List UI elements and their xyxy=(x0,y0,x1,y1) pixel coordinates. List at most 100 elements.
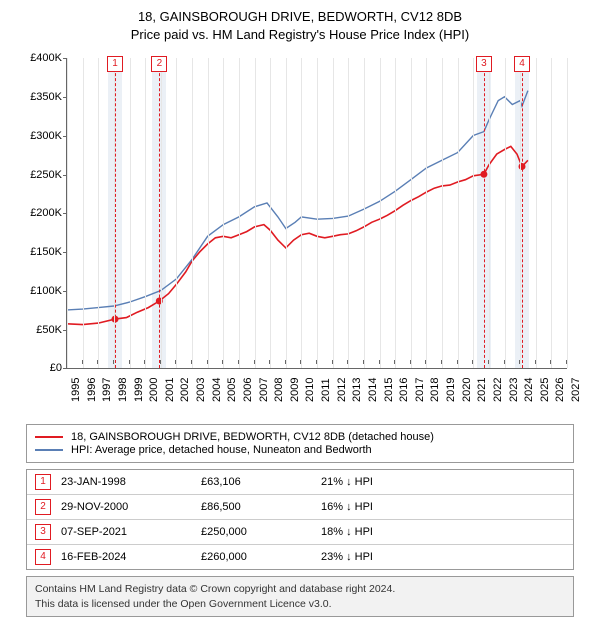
footer-line-1: Contains HM Land Registry data © Crown c… xyxy=(35,582,565,596)
gridline xyxy=(551,58,552,368)
gridline xyxy=(223,58,224,368)
x-tick-mark xyxy=(222,360,223,364)
event-row-diff: 21% ↓ HPI xyxy=(321,476,565,488)
x-tick-mark xyxy=(504,360,505,364)
event-row-diff: 16% ↓ HPI xyxy=(321,501,565,513)
gridline xyxy=(286,58,287,368)
gridline xyxy=(364,58,365,368)
x-tick-mark xyxy=(238,360,239,364)
x-tick-label: 2017 xyxy=(414,378,426,402)
chart-container: 18, GAINSBOROUGH DRIVE, BEDWORTH, CV12 8… xyxy=(0,0,600,617)
x-tick-mark xyxy=(332,360,333,364)
events-table: 1 23-JAN-1998 £63,106 21% ↓ HPI 229-NOV-2000… xyxy=(26,469,574,570)
event-line xyxy=(115,58,116,368)
x-tick-mark xyxy=(207,360,208,364)
x-tick-mark xyxy=(379,360,380,364)
x-tick-label: 2007 xyxy=(258,378,270,402)
series-price_paid xyxy=(67,147,528,325)
y-tick-label: £50K xyxy=(22,324,62,336)
x-tick-label: 2005 xyxy=(226,378,238,402)
x-tick-mark xyxy=(457,360,458,364)
x-tick-label: 2024 xyxy=(523,378,535,402)
event-row: 1 23-JAN-1998 £63,106 21% ↓ HPI xyxy=(27,470,573,494)
x-tick-label: 2008 xyxy=(273,378,285,402)
event-row-price: £63,106 xyxy=(201,476,311,488)
title-subtitle: Price paid vs. HM Land Registry's House … xyxy=(0,26,600,44)
x-tick-mark xyxy=(441,360,442,364)
event-row-number: 3 xyxy=(35,524,51,540)
event-row: 4 16-FEB-2024 £260,000 23% ↓ HPI xyxy=(27,544,573,569)
legend-swatch xyxy=(35,436,63,438)
x-tick-label: 2019 xyxy=(445,378,457,402)
x-tick-label: 2009 xyxy=(289,378,301,402)
event-row-number: 4 xyxy=(35,549,51,565)
gridline xyxy=(130,58,131,368)
gridline xyxy=(317,58,318,368)
x-tick-mark xyxy=(254,360,255,364)
x-tick-label: 2011 xyxy=(320,379,332,403)
x-tick-mark xyxy=(347,360,348,364)
x-tick-label: 1997 xyxy=(101,378,113,402)
x-tick-mark xyxy=(160,360,161,364)
gridline xyxy=(520,58,521,368)
x-tick-mark xyxy=(550,360,551,364)
event-line xyxy=(522,58,523,368)
gridline xyxy=(536,58,537,368)
x-tick-label: 2022 xyxy=(492,378,504,402)
y-tick-label: £0 xyxy=(22,362,62,374)
gridline xyxy=(426,58,427,368)
gridline xyxy=(255,58,256,368)
plot-region: 1234 xyxy=(66,58,567,369)
x-tick-mark xyxy=(269,360,270,364)
x-tick-label: 2003 xyxy=(195,378,207,402)
title-block: 18, GAINSBOROUGH DRIVE, BEDWORTH, CV12 8… xyxy=(0,8,600,44)
x-tick-label: 2016 xyxy=(398,378,410,402)
x-tick-mark xyxy=(363,360,364,364)
gridline xyxy=(380,58,381,368)
event-row-diff: 23% ↓ HPI xyxy=(321,551,565,563)
x-tick-label: 2015 xyxy=(383,378,395,402)
gridline xyxy=(473,58,474,368)
event-row-date: 16-FEB-2024 xyxy=(61,551,191,563)
event-row-number: 1 xyxy=(35,474,51,490)
event-number-box: 1 xyxy=(107,56,123,72)
x-tick-label: 2012 xyxy=(336,378,348,402)
event-row-date: 07-SEP-2021 xyxy=(61,526,191,538)
x-tick-label: 2025 xyxy=(539,378,551,402)
gridline xyxy=(145,58,146,368)
y-tick-label: £300K xyxy=(22,130,62,142)
x-tick-label: 2014 xyxy=(367,378,379,402)
legend-label: HPI: Average price, detached house, Nune… xyxy=(71,444,372,456)
gridline xyxy=(83,58,84,368)
event-row: 307-SEP-2021£250,00018% ↓ HPI xyxy=(27,519,573,544)
legend: 18, GAINSBOROUGH DRIVE, BEDWORTH, CV12 8… xyxy=(26,424,574,463)
x-tick-mark xyxy=(425,360,426,364)
event-row: 229-NOV-2000£86,50016% ↓ HPI xyxy=(27,494,573,519)
gridline xyxy=(270,58,271,368)
y-tick-label: £100K xyxy=(22,285,62,297)
gridline xyxy=(333,58,334,368)
x-tick-mark xyxy=(566,360,567,364)
gridline xyxy=(442,58,443,368)
x-tick-mark xyxy=(129,360,130,364)
legend-label: 18, GAINSBOROUGH DRIVE, BEDWORTH, CV12 8… xyxy=(71,431,434,443)
x-tick-mark xyxy=(394,360,395,364)
legend-row: HPI: Average price, detached house, Nune… xyxy=(35,444,565,456)
x-tick-label: 2021 xyxy=(476,378,488,402)
event-row-date: 23-JAN-1998 xyxy=(61,476,191,488)
x-tick-label: 2006 xyxy=(242,378,254,402)
title-address: 18, GAINSBOROUGH DRIVE, BEDWORTH, CV12 8… xyxy=(0,8,600,26)
gridline xyxy=(348,58,349,368)
x-tick-label: 2002 xyxy=(179,378,191,402)
event-row-price: £250,000 xyxy=(201,526,311,538)
x-tick-mark xyxy=(535,360,536,364)
gridline xyxy=(208,58,209,368)
event-row-price: £260,000 xyxy=(201,551,311,563)
x-tick-label: 2013 xyxy=(351,378,363,402)
gridline xyxy=(567,58,568,368)
y-tick-mark xyxy=(63,368,67,369)
gridline xyxy=(489,58,490,368)
gridline xyxy=(192,58,193,368)
x-tick-mark xyxy=(285,360,286,364)
event-number-box: 4 xyxy=(514,56,530,72)
